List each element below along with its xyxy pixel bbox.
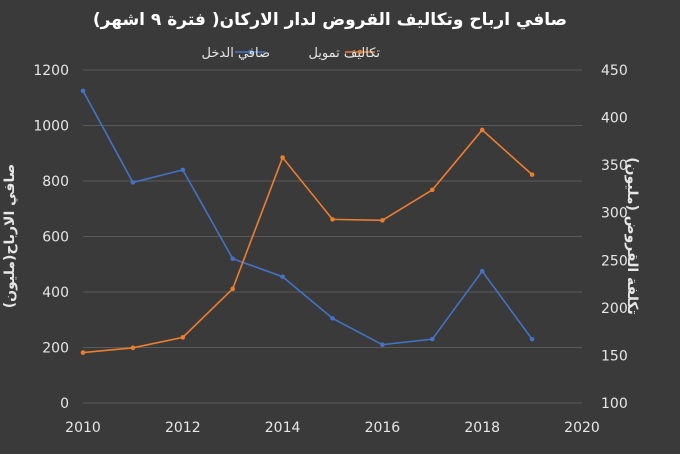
y-tick-label: 1200: [33, 63, 69, 79]
y-tick-label: 600: [42, 230, 69, 246]
data-point: [380, 218, 385, 223]
data-point: [280, 155, 285, 160]
data-point: [130, 345, 136, 351]
data-point: [529, 336, 535, 342]
legend-label-series-1: صافي الدخل: [202, 46, 270, 61]
y2-tick-label: 300: [601, 206, 628, 222]
data-point: [479, 127, 485, 133]
x-tick-label: 2016: [365, 420, 401, 436]
series-line-1: [82, 90, 533, 346]
y2-tick-label: 100: [601, 396, 628, 412]
x-tick-label: 2018: [464, 420, 500, 436]
x-tick-label: 2010: [65, 420, 101, 436]
x-tick-label: 2020: [564, 420, 600, 436]
data-point: [130, 180, 136, 185]
data-point: [430, 336, 435, 342]
data-point: [180, 167, 186, 173]
y2-tick-label: 200: [601, 301, 628, 317]
legend-item-series-1: صافي الدخل: [202, 46, 270, 61]
data-point: [80, 350, 86, 355]
y2-tick-label: 400: [601, 111, 628, 127]
y-tick-label: 200: [42, 341, 69, 357]
y-tick-label: 800: [42, 174, 69, 190]
data-point: [180, 335, 186, 340]
series: [80, 88, 535, 355]
legend-marker-series-2: [357, 49, 363, 55]
y2-axis-ticks: 100 150 200 250 300 350 400 450: [601, 63, 628, 412]
gridlines: [83, 69, 582, 404]
y2-tick-label: 350: [601, 158, 628, 174]
legend: صافي الدخل تكاليف تمويل: [202, 46, 381, 61]
y2-tick-label: 150: [601, 348, 628, 364]
x-axis-ticks: 2010 2012 2014 2016 2018 2020: [65, 420, 600, 436]
legend-label-series-2: تكاليف تمويل: [308, 46, 380, 61]
legend-marker-series-1: [247, 49, 253, 55]
series-line-2: [82, 128, 533, 354]
y2-axis-title: تكلفة القروض (مليون): [624, 157, 640, 314]
data-point: [330, 316, 335, 321]
y-tick-label: 1000: [33, 119, 69, 135]
data-point: [529, 172, 535, 177]
data-point: [230, 286, 235, 292]
data-point: [330, 217, 335, 222]
y-axis-title: صافي الارباح(مليون): [2, 164, 18, 309]
data-point: [80, 88, 86, 94]
data-point: [479, 268, 485, 274]
y2-tick-label: 450: [601, 63, 628, 79]
data-point: [280, 274, 285, 280]
y-tick-label: 400: [42, 285, 69, 301]
data-point: [430, 187, 435, 193]
y-axis-ticks: 0 200 400 600 800 1000 1200: [33, 63, 69, 412]
x-tick-label: 2014: [265, 420, 301, 436]
data-point: [230, 256, 235, 262]
legend-item-series-2: تكاليف تمويل: [308, 46, 380, 61]
y2-tick-label: 250: [601, 253, 628, 269]
y-tick-label: 0: [60, 396, 69, 412]
chart-title: صافي ارباح وتكاليف القروض لدار الاركان( …: [93, 10, 567, 30]
x-tick-label: 2012: [165, 420, 201, 436]
data-point: [380, 342, 385, 348]
